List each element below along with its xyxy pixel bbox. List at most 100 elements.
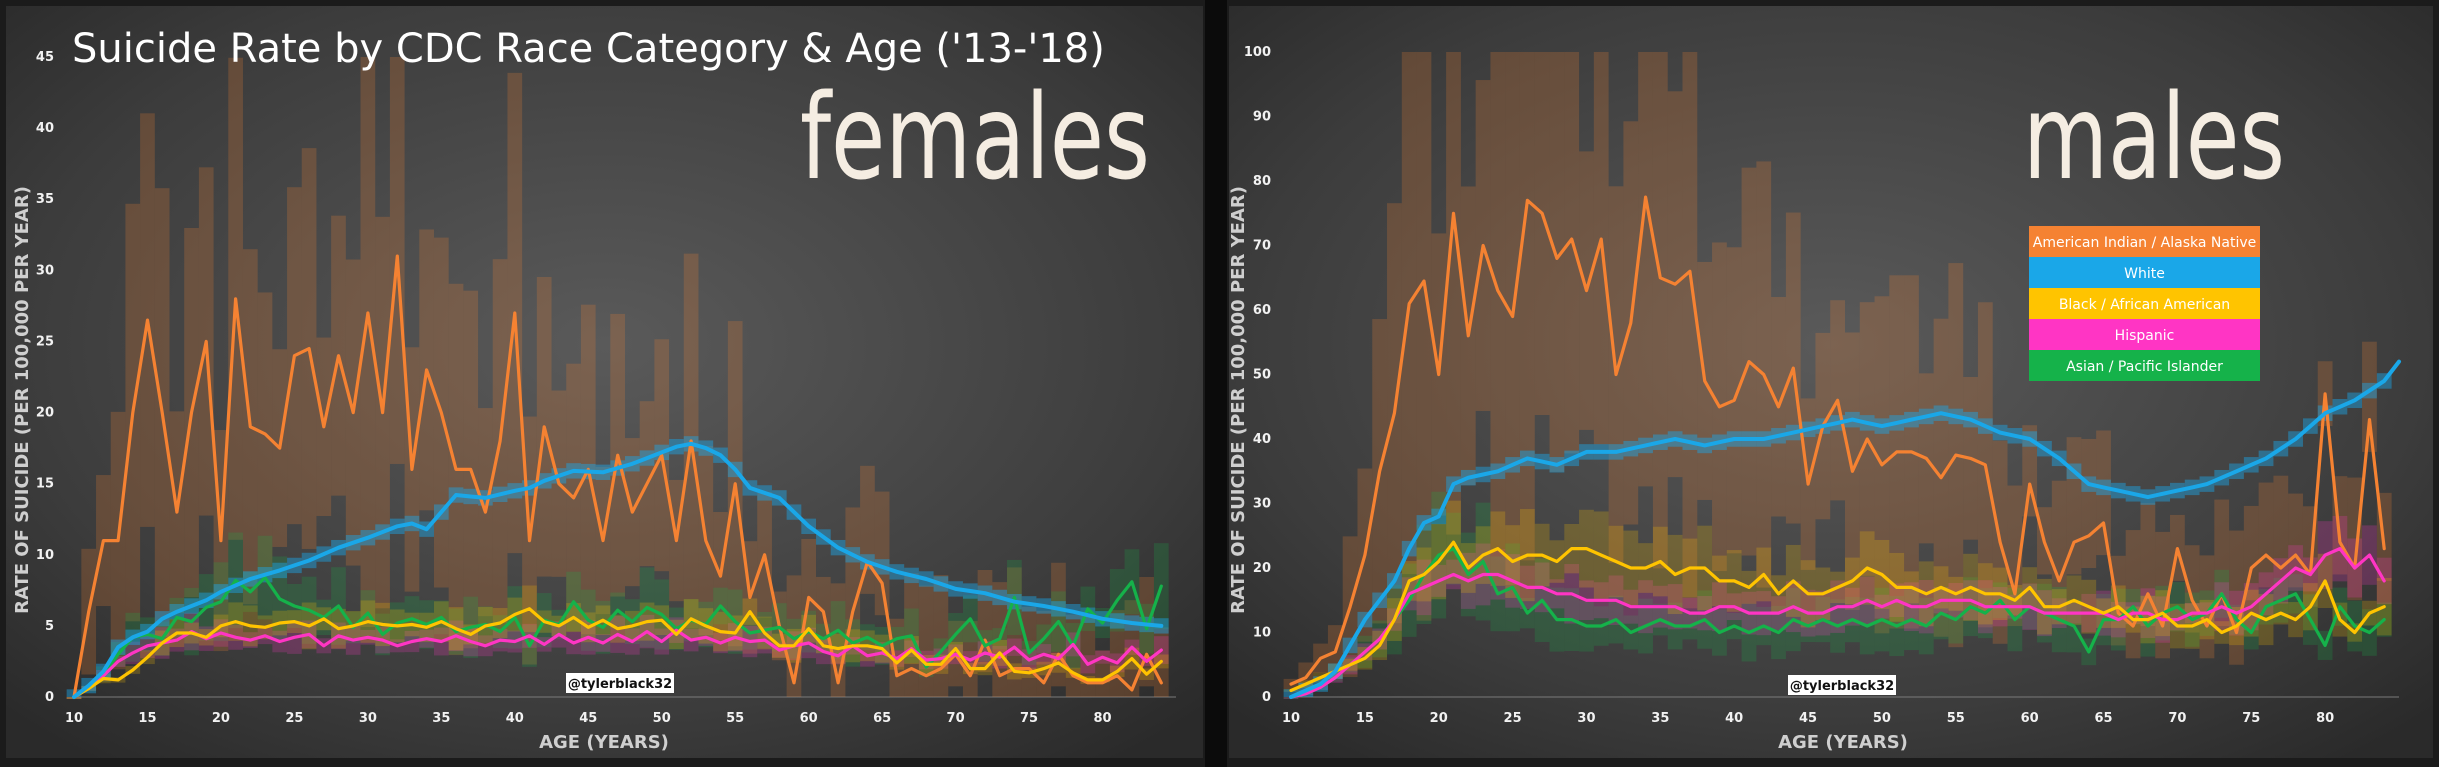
females-x-tick-label: 25: [285, 711, 303, 726]
males-x-tick-label: 50: [1873, 711, 1891, 726]
legend-item-white: White: [2029, 257, 2260, 288]
males-x-tick-label: 20: [1430, 711, 1448, 726]
males-black-african-american-line: [1289, 540, 2386, 693]
females-american-indian-alaska-native-band: [1095, 650, 1110, 697]
females-x-tick-label: 45: [579, 711, 597, 726]
males-american-indian-alaska-native-band: [1564, 52, 1580, 454]
legend-label: White: [2124, 266, 2165, 282]
females-american-indian-alaska-native-band: [933, 575, 949, 697]
males-american-indian-alaska-native-band: [2110, 555, 2126, 646]
males-american-indian-alaska-native-band: [2125, 530, 2141, 659]
females-y-tick-label: 40: [36, 121, 54, 136]
males-asian-pacific-islander-line: [1289, 546, 2386, 699]
males-x-axis-label: AGE (YEARS): [1778, 732, 1908, 753]
females-x-tick-label: 40: [506, 711, 524, 726]
females-x-tick-label: 60: [800, 711, 818, 726]
females-american-indian-alaska-native-band: [360, 57, 376, 627]
females-x-axis-label: AGE (YEARS): [539, 732, 669, 753]
males-american-indian-alaska-native-band: [2155, 531, 2171, 659]
females-x-tick-label: 70: [947, 711, 965, 726]
legend-label: Black / African American: [2059, 297, 2230, 313]
males-american-indian-alaska-native-band: [2184, 545, 2200, 633]
chart-title: Suicide Rate by CDC Race Category & Age …: [72, 26, 1105, 72]
females-y-tick-label: 30: [36, 263, 54, 278]
legend-swatch: [2029, 288, 2260, 319]
males-y-tick-label: 10: [1253, 626, 1271, 641]
males-panel-label: males: [2023, 68, 2285, 206]
males-panel: 0 10 20 30 40 50 60 70 80 90 100 10 15 20 25 30 35 40 45 50…: [1228, 6, 2433, 758]
males-american-indian-alaska-native-band: [2214, 499, 2230, 627]
males-panel-background: [1229, 6, 2433, 758]
females-y-axis-label: RATE OF SUICIDE (PER 100,000 PER YEAR): [12, 186, 33, 614]
legend-swatch: [2029, 257, 2260, 288]
males-hispanic-line: [1289, 546, 2386, 699]
males-american-indian-alaska-native-band: [2096, 430, 2111, 556]
females-x-tick-label: 65: [873, 711, 891, 726]
females-panel-label: females: [800, 68, 1150, 206]
males-y-tick-label: 80: [1253, 174, 1271, 189]
females-american-indian-alaska-native-band: [874, 491, 890, 616]
males-x-tick-label: 30: [1577, 711, 1595, 726]
legend-swatch: [2029, 226, 2260, 257]
females-x-tick-label: 30: [359, 711, 377, 726]
males-x-tick-label: 80: [2316, 711, 2334, 726]
legend-item-asian-pacific-islander: Asian / Pacific Islander: [2029, 350, 2260, 381]
males-american-indian-alaska-native-band: [1505, 52, 1520, 585]
females-asian-pacific-islander-line: [72, 575, 1163, 699]
males-x-tick-label: 70: [2168, 711, 2186, 726]
males-american-indian-alaska-native-band: [1652, 52, 1668, 569]
males-american-indian-alaska-native-band: [2007, 485, 2023, 627]
legend-label: Hispanic: [2115, 328, 2175, 344]
males-american-indian-alaska-native-band: [1638, 52, 1653, 487]
males-x-tick-label: 10: [1282, 711, 1300, 726]
females-black-african-american-line: [72, 607, 1163, 699]
legend-item-hispanic: Hispanic: [2029, 319, 2260, 350]
males-american-indian-alaska-native-band: [2243, 505, 2259, 601]
females-y-tick-label: 5: [45, 619, 54, 634]
legend: American Indian / Alaska Native White Blac…: [2029, 226, 2260, 381]
males-american-indian-alaska-native-band: [2362, 341, 2377, 452]
legend-swatch: [2029, 319, 2260, 350]
males-american-indian-alaska-native-band: [2258, 482, 2274, 588]
legend-item-american-indian-alaska-native: American Indian / Alaska Native: [2029, 226, 2260, 257]
females-y-tick-label: 10: [36, 548, 54, 563]
males-x-tick-label: 25: [1504, 711, 1522, 726]
legend-label: Asian / Pacific Islander: [2066, 359, 2223, 375]
legend-item-black-african-american: Black / African American: [2029, 288, 2260, 319]
females-y-tick-label: 0: [45, 690, 54, 705]
panel-divider: [1205, 0, 1227, 767]
males-plot-area: 0 10 20 30 40 50 60 70 80 90 100 10 15 20 25 30 35 40 45 50…: [1244, 45, 2401, 726]
males-y-tick-label: 60: [1253, 303, 1271, 318]
credit-text: @tylerblack32: [1790, 679, 1894, 694]
males-american-indian-alaska-native-band: [2347, 477, 2363, 601]
males-y-tick-label: 50: [1253, 368, 1271, 383]
females-x-tick-label: 35: [432, 711, 450, 726]
males-x-tick-label: 65: [2094, 711, 2112, 726]
males-x-tick-label: 15: [1356, 711, 1374, 726]
males-credit-badge: @tylerblack32: [1788, 675, 1896, 695]
females-y-tick-label: 15: [36, 477, 54, 492]
males-y-axis-label: RATE OF SUICIDE (PER 100,000 PER YEAR): [1228, 186, 1249, 614]
females-y-tick-label: 35: [36, 192, 54, 207]
females-y-tick-label: 45: [36, 50, 54, 65]
females-credit-badge: @tylerblack32: [566, 673, 674, 693]
males-american-indian-alaska-native-band: [2288, 493, 2303, 588]
females-y-tick-label: 20: [36, 406, 54, 421]
males-american-indian-alaska-native-band: [2051, 480, 2067, 614]
females-y-tick-label: 25: [36, 334, 54, 349]
males-american-indian-alaska-native-band: [2081, 438, 2097, 568]
males-y-tick-label: 70: [1253, 239, 1271, 254]
males-american-indian-alaska-native-band: [2140, 503, 2156, 627]
males-american-indian-alaska-native-band: [1490, 52, 1506, 551]
males-y-tick-label: 40: [1253, 432, 1271, 447]
males-x-tick-label: 35: [1651, 711, 1669, 726]
females-american-indian-alaska-native-band: [801, 538, 817, 630]
males-american-indian-alaska-native-band: [1549, 52, 1565, 472]
males-y-tick-label: 90: [1253, 110, 1271, 125]
males-x-tick-label: 75: [2242, 711, 2260, 726]
credit-text: @tylerblack32: [568, 677, 672, 692]
males-american-indian-alaska-native-band: [2199, 555, 2215, 659]
males-white-band: [1283, 689, 1299, 697]
females-white-line: [72, 441, 1164, 699]
